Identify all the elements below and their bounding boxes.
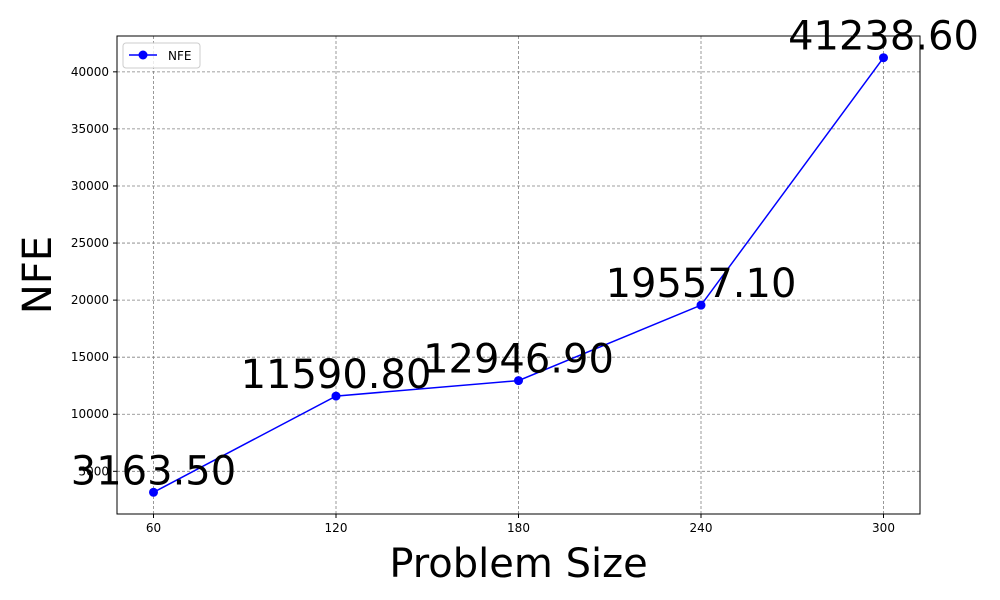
x-tick-label: 300 [872,521,895,535]
data-label: 41238.60 [788,14,979,60]
legend-marker-swatch [138,50,148,60]
data-point [149,487,158,497]
x-tick-label: 240 [690,521,713,535]
data-point [514,376,523,386]
data-point [696,300,706,310]
x-tick-label: 180 [507,521,530,535]
x-axis-label: Problem Size [389,541,647,587]
y-tick-label: 40000 [71,65,109,79]
grid [117,36,920,514]
data-point [879,53,888,63]
y-tick-label: 15000 [71,350,109,364]
x-tick-label: 60 [146,521,161,535]
y-tick-label: 5000 [78,464,109,478]
legend: NFE [122,42,201,69]
data-label: 11590.80 [241,352,432,398]
series-layer [149,53,888,497]
y-tick-label: 20000 [71,293,109,307]
y-tick-label: 35000 [71,122,109,136]
legend-entry-label: NFE [168,49,191,63]
y-tick-label: 25000 [71,236,109,250]
data-label: 12946.90 [423,337,614,383]
legend-box [122,42,201,69]
data-label: 19557.10 [606,261,797,307]
y-tick-label: 30000 [71,179,109,193]
x-tick-label: 120 [325,521,348,535]
y-axis-label: NFE [15,236,61,314]
data-label: 3163.50 [71,448,236,494]
data-point [331,391,341,401]
axis-ticks: 60 120 180 240 300 5000 10000 15000 20000 25000 30… [71,65,895,535]
y-tick-label: 10000 [71,407,109,421]
